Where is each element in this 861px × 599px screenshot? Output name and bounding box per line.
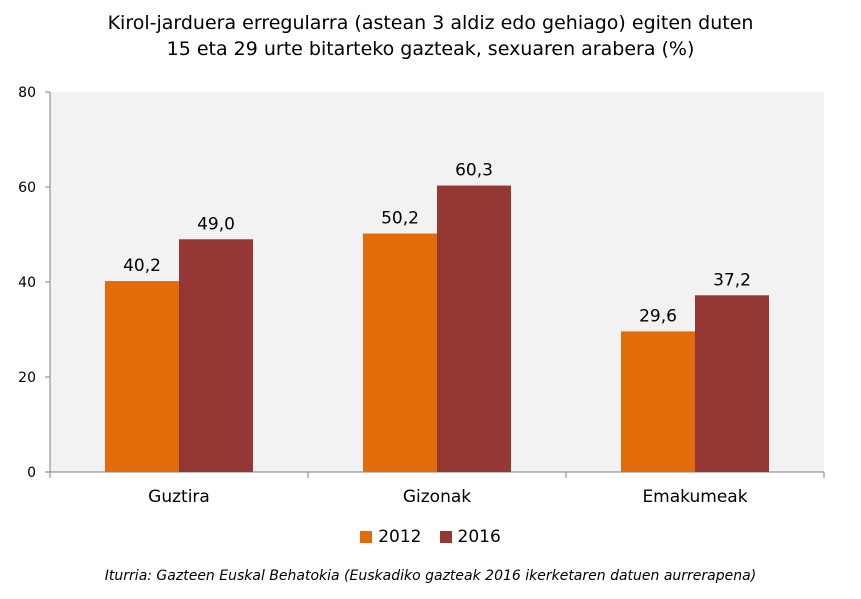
- data-label: 29,6: [639, 306, 677, 326]
- x-tick-label: Emakumeak: [642, 487, 747, 507]
- y-tick-label: 20: [18, 370, 36, 386]
- y-tick-label: 80: [18, 85, 36, 101]
- x-tick-label: Gizonak: [403, 487, 471, 507]
- y-tick-label: 60: [18, 180, 36, 196]
- y-tick-label: 0: [27, 465, 36, 481]
- source-note: Iturria: Gazteen Euskal Behatokia (Euska…: [104, 568, 757, 584]
- chart-title-line-1: Kirol-jarduera erregularra (astean 3 ald…: [107, 12, 754, 34]
- bar: [695, 295, 769, 472]
- data-label: 37,2: [713, 270, 751, 290]
- data-label: 60,3: [455, 161, 493, 181]
- legend-item-2012: 2012: [360, 527, 422, 547]
- legend-swatch-2012: [360, 531, 373, 543]
- legend-swatch-2016: [439, 531, 452, 543]
- legend-label-2016: 2016: [457, 527, 501, 547]
- data-label: 49,0: [197, 214, 235, 234]
- bar: [105, 281, 179, 472]
- chart-title: Kirol-jarduera erregularra (astean 3 ald…: [0, 10, 861, 62]
- bar: [621, 331, 695, 472]
- bar: [363, 233, 437, 472]
- legend: 2012 2016: [0, 527, 861, 547]
- bar: [437, 185, 511, 472]
- data-label: 40,2: [123, 256, 161, 276]
- chart-title-line-2: 15 eta 29 urte bitarteko gazteak, sexuar…: [166, 38, 695, 60]
- legend-item-2016: 2016: [439, 527, 501, 547]
- y-tick-label: 40: [18, 275, 36, 291]
- legend-label-2012: 2012: [378, 527, 422, 547]
- bar: [179, 239, 253, 472]
- x-tick-label: Guztira: [148, 487, 210, 507]
- data-label: 50,2: [381, 209, 419, 229]
